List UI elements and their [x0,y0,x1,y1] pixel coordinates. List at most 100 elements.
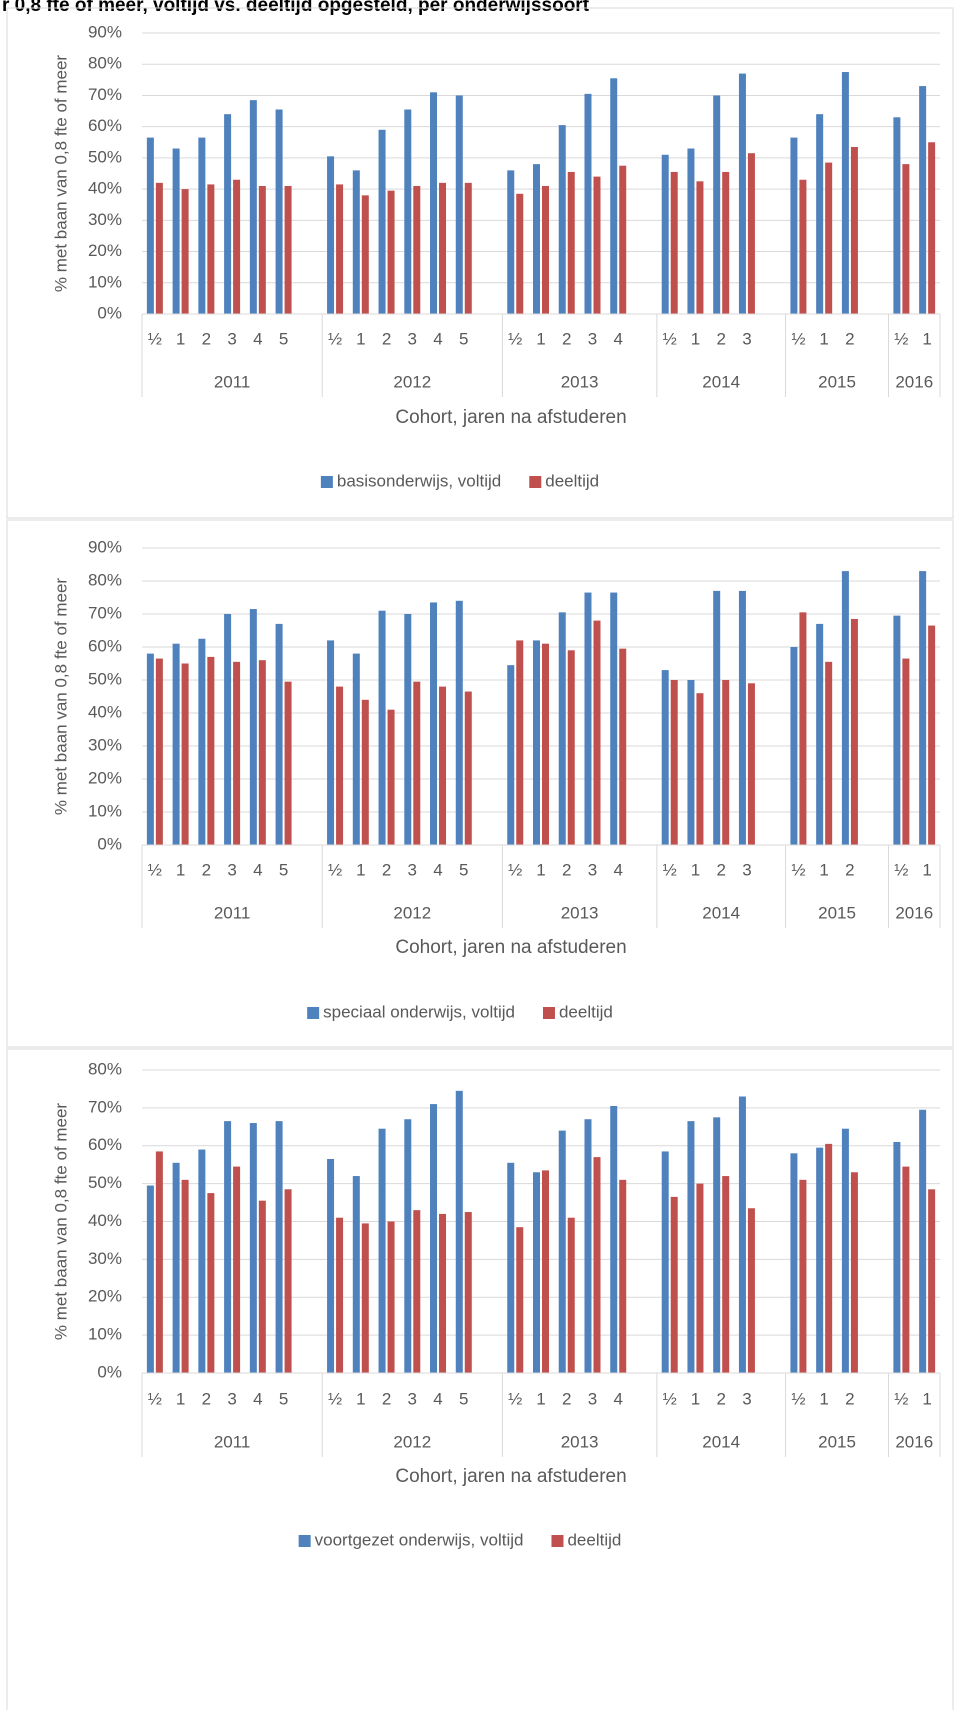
bar [687,148,695,314]
x-tick-label: 1 [691,1389,700,1408]
bar [893,1141,901,1373]
bar [233,661,241,845]
bar [207,184,215,314]
x-tick-label: 1 [176,860,185,879]
bar [455,1090,463,1373]
bar [816,623,824,845]
bar [516,193,524,314]
bar [670,680,678,845]
bar [464,182,472,314]
x-tick-label: 2 [202,329,211,348]
bar [249,100,257,314]
bar [928,625,936,845]
x-tick-label: 1 [922,860,931,879]
bar [558,1130,566,1373]
x-tick-label: ½ [894,1389,908,1408]
bar [361,195,369,314]
x-group-label: 2013 [561,1432,599,1451]
y-tick-label: 70% [88,1097,122,1116]
bar [430,602,438,845]
bar [790,1153,798,1373]
bar [902,1166,910,1373]
bar [542,1170,549,1373]
bar [284,1189,292,1373]
panel [6,519,954,1048]
y-tick-label: 30% [88,1249,122,1268]
x-tick-label: 4 [613,329,622,348]
bar [198,1149,206,1373]
bar [722,680,730,845]
bar [790,647,798,845]
y-tick-label: 50% [88,1173,122,1192]
bar [430,92,438,314]
x-tick-label: 3 [227,329,236,348]
bar [507,170,515,314]
bar [850,146,858,314]
y-tick-label: 40% [88,179,122,198]
legend: voortgezet onderwijs, voltijd deeltijd [298,1530,621,1549]
x-tick-label: ½ [663,329,677,348]
bar [198,137,206,314]
bar [841,1128,849,1373]
bar [928,142,936,314]
x-tick-label: 1 [356,860,365,879]
y-tick-label: 80% [88,54,122,73]
x-tick-label: ½ [148,329,162,348]
x-tick-label: 1 [356,329,365,348]
x-tick-label: 2 [562,1389,571,1408]
x-tick-label: 3 [588,860,597,879]
x-tick-label: 1 [356,1389,365,1408]
bar [790,137,798,314]
legend-label: deeltijd [567,1530,621,1549]
y-tick-label: 60% [88,636,122,655]
x-tick-label: 2 [202,860,211,879]
bar [455,600,463,845]
y-axis-title: % met baan van 0,8 fte of meer [51,55,70,293]
bar [593,1157,601,1373]
bar [404,1119,412,1373]
x-tick-label: 1 [922,1389,931,1408]
x-tick-label: 1 [536,329,545,348]
y-tick-label: 40% [88,1211,122,1230]
panel [6,7,954,519]
x-tick-label: ½ [663,860,677,879]
panel [6,1048,954,1710]
bar [352,1176,360,1373]
x-tick-label: 4 [433,860,442,879]
x-tick-label: ½ [148,1389,162,1408]
y-tick-label: 30% [88,210,122,229]
y-tick-label: 20% [88,1287,122,1306]
x-tick-label: 1 [691,329,700,348]
x-tick-label: ½ [328,860,342,879]
y-tick-label: 80% [88,1059,122,1078]
bar [816,114,824,314]
x-tick-label: 5 [279,329,288,348]
bar [224,1121,232,1373]
bar [172,1162,180,1373]
bar [352,170,360,314]
bar [361,699,369,845]
x-tick-label: ½ [508,1389,522,1408]
x-group-label: 2014 [702,1432,740,1451]
y-tick-label: 0% [97,1362,122,1381]
bar [378,129,386,314]
x-tick-label: 1 [176,329,185,348]
x-tick-label: ½ [791,860,805,879]
x-tick-label: 2 [202,1389,211,1408]
y-tick-label: 40% [88,702,122,721]
x-tick-label: ½ [148,860,162,879]
bar [670,171,678,314]
bar [747,1208,755,1373]
bar [893,117,901,314]
x-tick-label: ½ [328,329,342,348]
bar [378,1128,386,1373]
bar [352,653,360,845]
bar [816,1147,824,1373]
bar [181,189,189,314]
y-axis-title: % met baan van 0,8 fte of meer [51,578,70,816]
x-group-label: 2015 [818,1432,856,1451]
x-tick-label: 4 [253,1389,262,1408]
bar [275,623,283,845]
bar [455,95,463,314]
bar [825,661,833,845]
